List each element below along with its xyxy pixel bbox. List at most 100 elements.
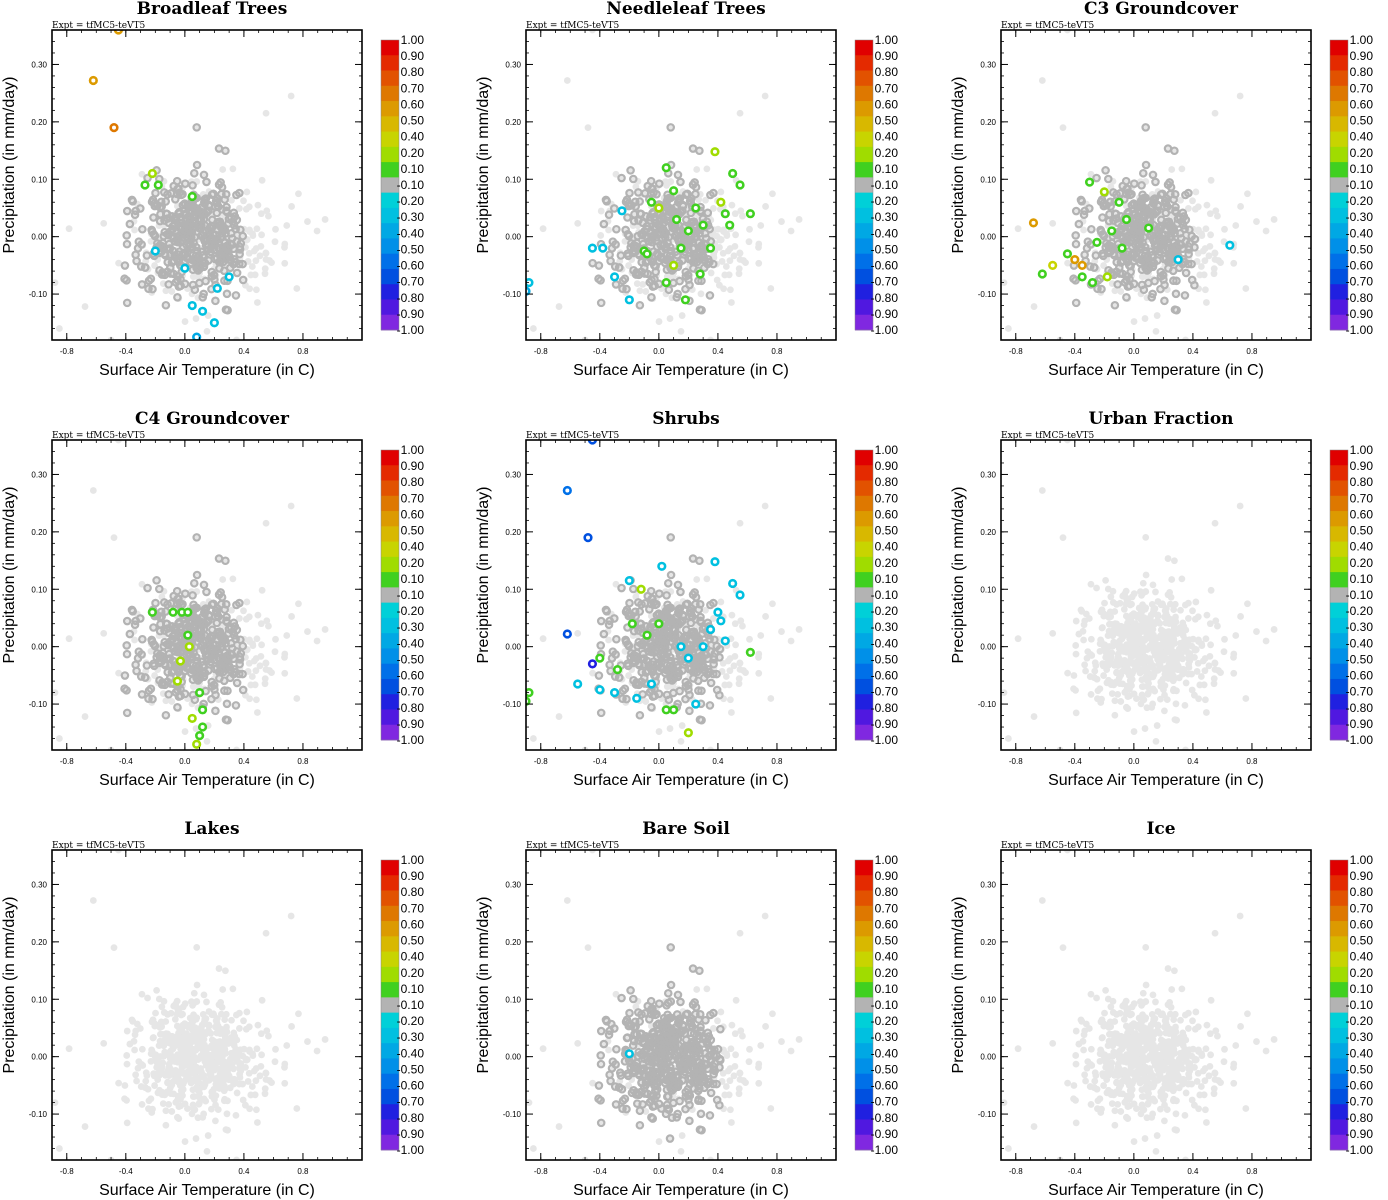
colorbar-label: -0.90 — [1346, 307, 1374, 321]
gray-point — [210, 664, 220, 674]
colored-point — [172, 676, 183, 686]
gray-point — [155, 241, 165, 250]
gray-point — [220, 195, 229, 204]
gray-point — [154, 584, 164, 594]
gray-point — [188, 591, 197, 600]
colorbar-label: 1.00 — [401, 33, 425, 47]
gray-point — [178, 227, 187, 237]
gray-point — [1135, 200, 1145, 210]
colorbar-swatch — [381, 284, 399, 300]
background-point — [256, 662, 264, 670]
gray-point — [622, 284, 631, 294]
points-layer — [1001, 30, 1278, 340]
background-point — [1195, 226, 1202, 234]
gray-point — [209, 221, 218, 231]
axis-frame — [525, 29, 837, 341]
gray-point — [163, 624, 172, 633]
colorbar-swatch — [855, 177, 873, 194]
background-point — [1210, 265, 1218, 273]
gray-point — [192, 533, 202, 542]
background-point — [195, 273, 203, 281]
gray-point — [624, 231, 634, 241]
x-tick-label: 0.8 — [771, 347, 783, 356]
gray-point — [155, 626, 165, 636]
x-tick-label: 0.0 — [1128, 347, 1140, 356]
y-tick-label: 0.00 — [980, 233, 996, 242]
colorbar-label: 0.80 — [1350, 65, 1374, 79]
panel-title: Broadleaf Trees — [137, 0, 288, 19]
gray-point — [609, 204, 619, 213]
gray-point — [176, 190, 186, 200]
gray-point — [661, 244, 670, 254]
gray-point — [231, 701, 241, 710]
gray-point — [594, 261, 604, 270]
background-point — [293, 285, 301, 292]
colored-point — [183, 607, 193, 617]
colorbar-swatch — [855, 223, 873, 239]
background-point — [258, 641, 265, 649]
gray-point — [231, 291, 241, 300]
background-point — [151, 262, 158, 269]
gray-point — [136, 672, 146, 681]
colorbar-swatch — [1330, 131, 1348, 148]
gray-point — [220, 223, 229, 233]
gray-point — [218, 245, 228, 255]
gray-point — [160, 680, 170, 690]
y-tick-label: 0.30 — [980, 60, 996, 69]
gray-point — [633, 188, 643, 197]
gray-point — [1138, 168, 1148, 178]
gray-point — [155, 675, 164, 685]
background-point — [281, 259, 289, 267]
background-point — [271, 648, 279, 656]
gray-point — [689, 217, 698, 227]
axis-frame — [1000, 29, 1312, 341]
gray-point — [222, 289, 232, 299]
gray-point — [1190, 280, 1199, 290]
gray-point — [210, 238, 220, 247]
background-point — [710, 205, 717, 212]
colorbar-swatch — [381, 146, 399, 163]
background-point — [115, 669, 123, 677]
gray-point — [226, 649, 235, 659]
background-point — [787, 227, 795, 235]
gray-point — [1103, 174, 1113, 184]
background-point — [138, 170, 146, 178]
gray-point — [617, 173, 626, 183]
colored-point — [720, 209, 730, 219]
gray-point — [211, 706, 220, 716]
gray-point — [208, 229, 218, 239]
background-point — [189, 273, 197, 281]
gray-point — [202, 177, 211, 187]
gray-point — [1074, 219, 1084, 229]
gray-point — [193, 204, 202, 214]
gray-point — [1163, 144, 1173, 153]
colorbar-label: 1.00 — [1350, 33, 1374, 47]
background-point — [563, 77, 571, 84]
y-tick-label: -0.10 — [29, 290, 48, 299]
x-tick-label: 0.8 — [1246, 347, 1258, 356]
colored-point — [1107, 226, 1117, 236]
background-point — [65, 635, 73, 643]
colorbar-swatch — [1330, 177, 1348, 194]
background-point — [1206, 210, 1214, 218]
gray-point — [183, 232, 192, 241]
background-point — [65, 225, 73, 233]
gray-point — [660, 233, 670, 243]
gray-point — [173, 271, 183, 281]
colored-point — [705, 243, 716, 253]
y-tick-label: 0.10 — [31, 175, 47, 184]
colored-point — [671, 214, 682, 225]
colored-point — [1048, 260, 1058, 270]
gray-point — [1141, 160, 1151, 170]
background-point — [138, 580, 146, 588]
gray-point — [1112, 214, 1121, 223]
colorbar-label: -0.50 — [1346, 242, 1374, 256]
gray-point — [222, 206, 231, 216]
gray-point — [122, 239, 132, 249]
colorbar-label: 0.20 — [875, 146, 899, 160]
y-tick-label: 0.10 — [31, 585, 47, 594]
gray-point — [149, 213, 158, 222]
colorbar-label: -1.00 — [1346, 323, 1374, 337]
gray-point — [635, 197, 645, 206]
gray-point — [1129, 179, 1139, 188]
